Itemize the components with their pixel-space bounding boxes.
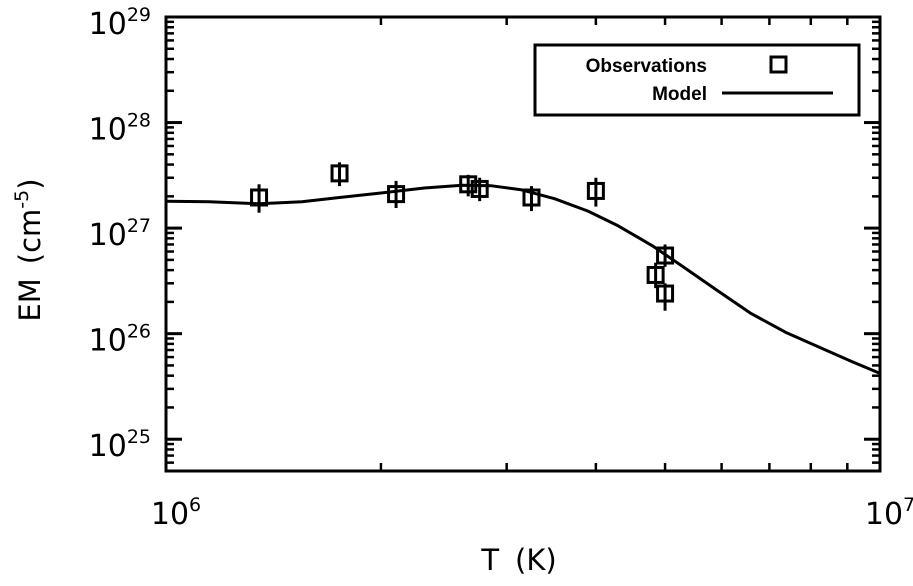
y-tick-label-exponent: 26 (127, 321, 151, 343)
y-tick-label-exponent: 25 (127, 426, 151, 448)
x-tick-label: 107 (865, 494, 913, 532)
y-tick-label-base: 10 (89, 113, 127, 148)
y-tick-label: 1029 (89, 4, 151, 42)
legend: Observations Model (533, 43, 861, 117)
y-tick-label-exponent: 29 (127, 4, 151, 26)
legend-marker-square (769, 55, 788, 74)
x-tick-label: 106 (151, 494, 201, 532)
y-tick-label: 1026 (89, 321, 151, 359)
y-tick-label-exponent: 28 (127, 110, 151, 132)
y-axis-label: EM (cm-5) (11, 178, 47, 321)
x-axis-label-main: T (480, 543, 499, 577)
y-tick-label: 1025 (89, 426, 151, 464)
x-tick-label-base: 10 (865, 497, 903, 532)
x-axis-label-unit: (K) (515, 543, 557, 577)
model-line (165, 183, 881, 375)
x-axis-label: T (K) (480, 543, 556, 577)
observation-point (522, 188, 541, 207)
plot-content (165, 162, 881, 375)
y-axis-label-main: EM (13, 278, 47, 321)
y-tick-label-base: 10 (89, 218, 127, 253)
x-tick-label-exponent: 6 (189, 494, 201, 516)
plot-frame (164, 15, 882, 473)
y-tick-label-base: 10 (89, 324, 127, 359)
y-tick-label-base: 10 (89, 429, 127, 464)
y-tick-label: 1028 (89, 110, 151, 148)
observation-point (656, 284, 675, 303)
x-tick-labels: 106 107 (151, 494, 913, 532)
x-tick-label-exponent: 7 (903, 494, 913, 516)
observation-point (330, 164, 349, 183)
y-tick-label: 1027 (89, 215, 151, 253)
x-tick-label-base: 10 (151, 497, 189, 532)
y-axis-label-exp: -5 (11, 190, 33, 209)
y-axis-label-unit: (cm (13, 209, 47, 265)
legend-label-observations: Observations (586, 56, 707, 77)
observation-point (470, 179, 489, 198)
major-ticks (166, 121, 880, 441)
legend-label-model: Model (652, 84, 707, 105)
y-tick-label-base: 10 (89, 7, 127, 42)
legend-box (533, 43, 861, 117)
observation-point (656, 246, 675, 265)
observation-point (387, 185, 406, 204)
y-tick-label-exponent: 27 (127, 215, 151, 237)
observation-point (586, 181, 605, 200)
y-axis-label-close: ) (13, 178, 47, 189)
observation-point (646, 265, 665, 284)
